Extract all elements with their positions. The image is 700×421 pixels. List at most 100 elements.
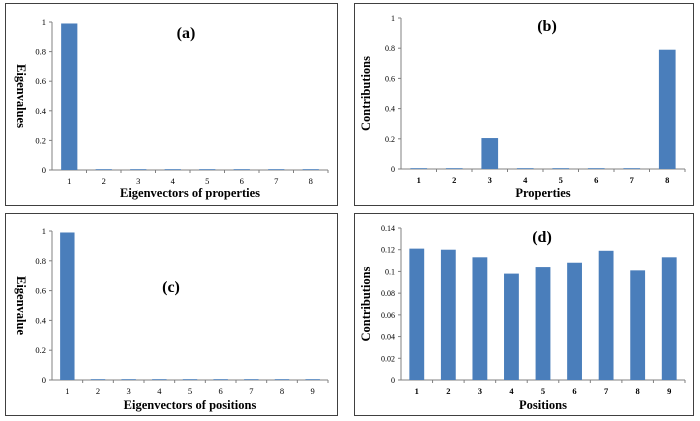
y-tick-label: 0.6	[385, 74, 395, 83]
bar-d-9	[661, 257, 677, 380]
bar-a-2	[95, 169, 112, 170]
x-tick-label: 6	[572, 386, 576, 396]
chart-panel-d: 0 0.02 0.04 0.06 0.08 0.1 0.12 0.14 1 2 3 4 5 6 7 8 9 (d)…	[354, 213, 694, 416]
bar-b-5	[552, 168, 570, 169]
bar-a-7	[268, 169, 285, 170]
bar-d-8	[630, 270, 646, 380]
x-tick-label: 5	[188, 386, 192, 396]
bar-d-7	[598, 250, 614, 380]
y-axis-title: Eigenvalues	[14, 64, 28, 128]
bar-d-2	[440, 249, 456, 380]
bar-d-4	[504, 273, 519, 380]
y-tick-label: 0.04	[381, 333, 395, 342]
x-axis-title: Positions	[519, 398, 567, 412]
x-axis-title: Eigenvectors of positions	[124, 398, 257, 412]
x-tick-label: 9	[311, 386, 315, 396]
bar-c-6	[213, 379, 228, 380]
x-tick-label: 6	[240, 176, 244, 186]
x-tick-label: 8	[280, 386, 284, 396]
x-tick-label: 4	[171, 176, 176, 186]
chart-panel-a: 0 0.2 0.4 0.6 0.8 1 1 2 3 4 5 6 7 8 (a) Eigenvectors of…	[5, 3, 338, 206]
bar-a-8	[302, 169, 319, 170]
bar-a-4	[164, 169, 181, 170]
chart-panel-c: 0 0.2 0.4 0.6 0.8 1 1 2 3 4 5 6 7 8 9 (c) Eigenvectors o…	[5, 213, 338, 416]
y-tick-label: 0.8	[35, 256, 46, 266]
x-tick-label: 3	[488, 175, 492, 185]
bar-b-3	[481, 138, 499, 169]
y-tick-label: 0.8	[35, 47, 46, 57]
bar-b-7	[623, 168, 641, 169]
bar-c-2	[90, 379, 106, 380]
chart-panel-b: 0 0.2 0.4 0.6 0.8 1 1 2 3 4 5 6 7 8 (b) Properties Contr…	[354, 3, 694, 206]
bar-chart-c: 0 0.2 0.4 0.6 0.8 1 1 2 3 4 5 6 7 8 9 (c) Eigenvectors o…	[14, 226, 329, 412]
bar-chart-d: 0 0.02 0.04 0.06 0.08 0.1 0.12 0.14 1 2 3 4 5 6 7 8 9 (d)…	[359, 224, 686, 412]
x-tick-label: 3	[127, 386, 131, 396]
x-tick-label: 8	[309, 176, 313, 186]
bar-d-6	[567, 262, 582, 380]
y-tick-label: 1	[391, 14, 395, 23]
bar-a-3	[130, 169, 147, 170]
y-tick-label: 0.6	[35, 76, 46, 86]
y-tick-label: 0.08	[381, 289, 395, 298]
x-tick-label: 4	[523, 175, 528, 185]
x-tick-label: 7	[274, 176, 278, 186]
panel-label: (b)	[537, 18, 557, 35]
y-tick-label: 0	[391, 165, 395, 174]
panel-label: (d)	[532, 229, 552, 246]
x-tick-label: 2	[102, 176, 106, 186]
y-tick-label: 0.8	[385, 44, 395, 53]
bar-d-5	[535, 267, 551, 380]
y-axis-title: Eigenvalue	[14, 276, 28, 335]
x-tick-label: 2	[96, 386, 100, 396]
y-tick-label: 0	[42, 375, 46, 385]
y-tick-label: 0	[391, 376, 395, 385]
bar-a-5	[199, 169, 216, 170]
x-tick-label: 8	[665, 175, 669, 185]
y-tick-label: 0.06	[381, 311, 395, 320]
x-tick-label: 1	[65, 386, 69, 396]
x-tick-label: 4	[509, 386, 514, 396]
bar-c-7	[244, 379, 259, 380]
x-tick-label: 1	[415, 386, 419, 396]
bar-b-2	[445, 168, 463, 169]
panel-label: (c)	[162, 279, 180, 296]
y-tick-label: 0.6	[35, 286, 46, 296]
y-tick-label: 0.2	[385, 135, 395, 144]
y-tick-label: 0.1	[385, 267, 395, 276]
x-tick-label: 2	[452, 175, 456, 185]
y-axis-title: Contributions	[359, 266, 373, 341]
y-tick-label: 0	[42, 165, 46, 175]
y-tick-label: 0.2	[35, 135, 46, 145]
bar-a-6	[233, 169, 250, 170]
x-tick-label: 4	[157, 386, 162, 396]
x-tick-label: 5	[559, 175, 563, 185]
y-tick-label: 0.14	[381, 224, 395, 233]
bar-b-4	[516, 168, 534, 169]
y-tick-label: 1	[42, 226, 46, 236]
y-tick-label: 1	[42, 17, 46, 27]
x-tick-label: 1	[417, 175, 421, 185]
x-tick-label: 7	[604, 386, 609, 396]
x-tick-label: 7	[249, 386, 253, 396]
x-axis-title: Properties	[515, 186, 570, 200]
y-tick-label: 0.4	[35, 315, 46, 325]
x-tick-label: 5	[205, 176, 209, 186]
x-tick-label: 3	[136, 176, 140, 186]
bar-b-8	[658, 49, 676, 169]
y-tick-label: 0.4	[35, 106, 46, 116]
x-axis-title: Eigenvectors of properties	[120, 186, 260, 200]
y-tick-label: 0.2	[35, 345, 46, 355]
bar-c-4	[152, 379, 167, 380]
bar-b-1	[410, 168, 428, 169]
bar-b-6	[587, 168, 605, 169]
bar-c-1	[60, 232, 75, 380]
bar-c-5	[182, 379, 198, 380]
x-tick-label: 8	[636, 386, 640, 396]
x-tick-label: 2	[446, 386, 450, 396]
y-tick-label: 0.02	[381, 354, 395, 363]
x-tick-label: 9	[667, 386, 671, 396]
x-tick-label: 5	[541, 386, 545, 396]
bar-a-1	[61, 23, 78, 171]
bar-d-3	[472, 257, 488, 380]
y-tick-label: 0.12	[381, 246, 395, 255]
